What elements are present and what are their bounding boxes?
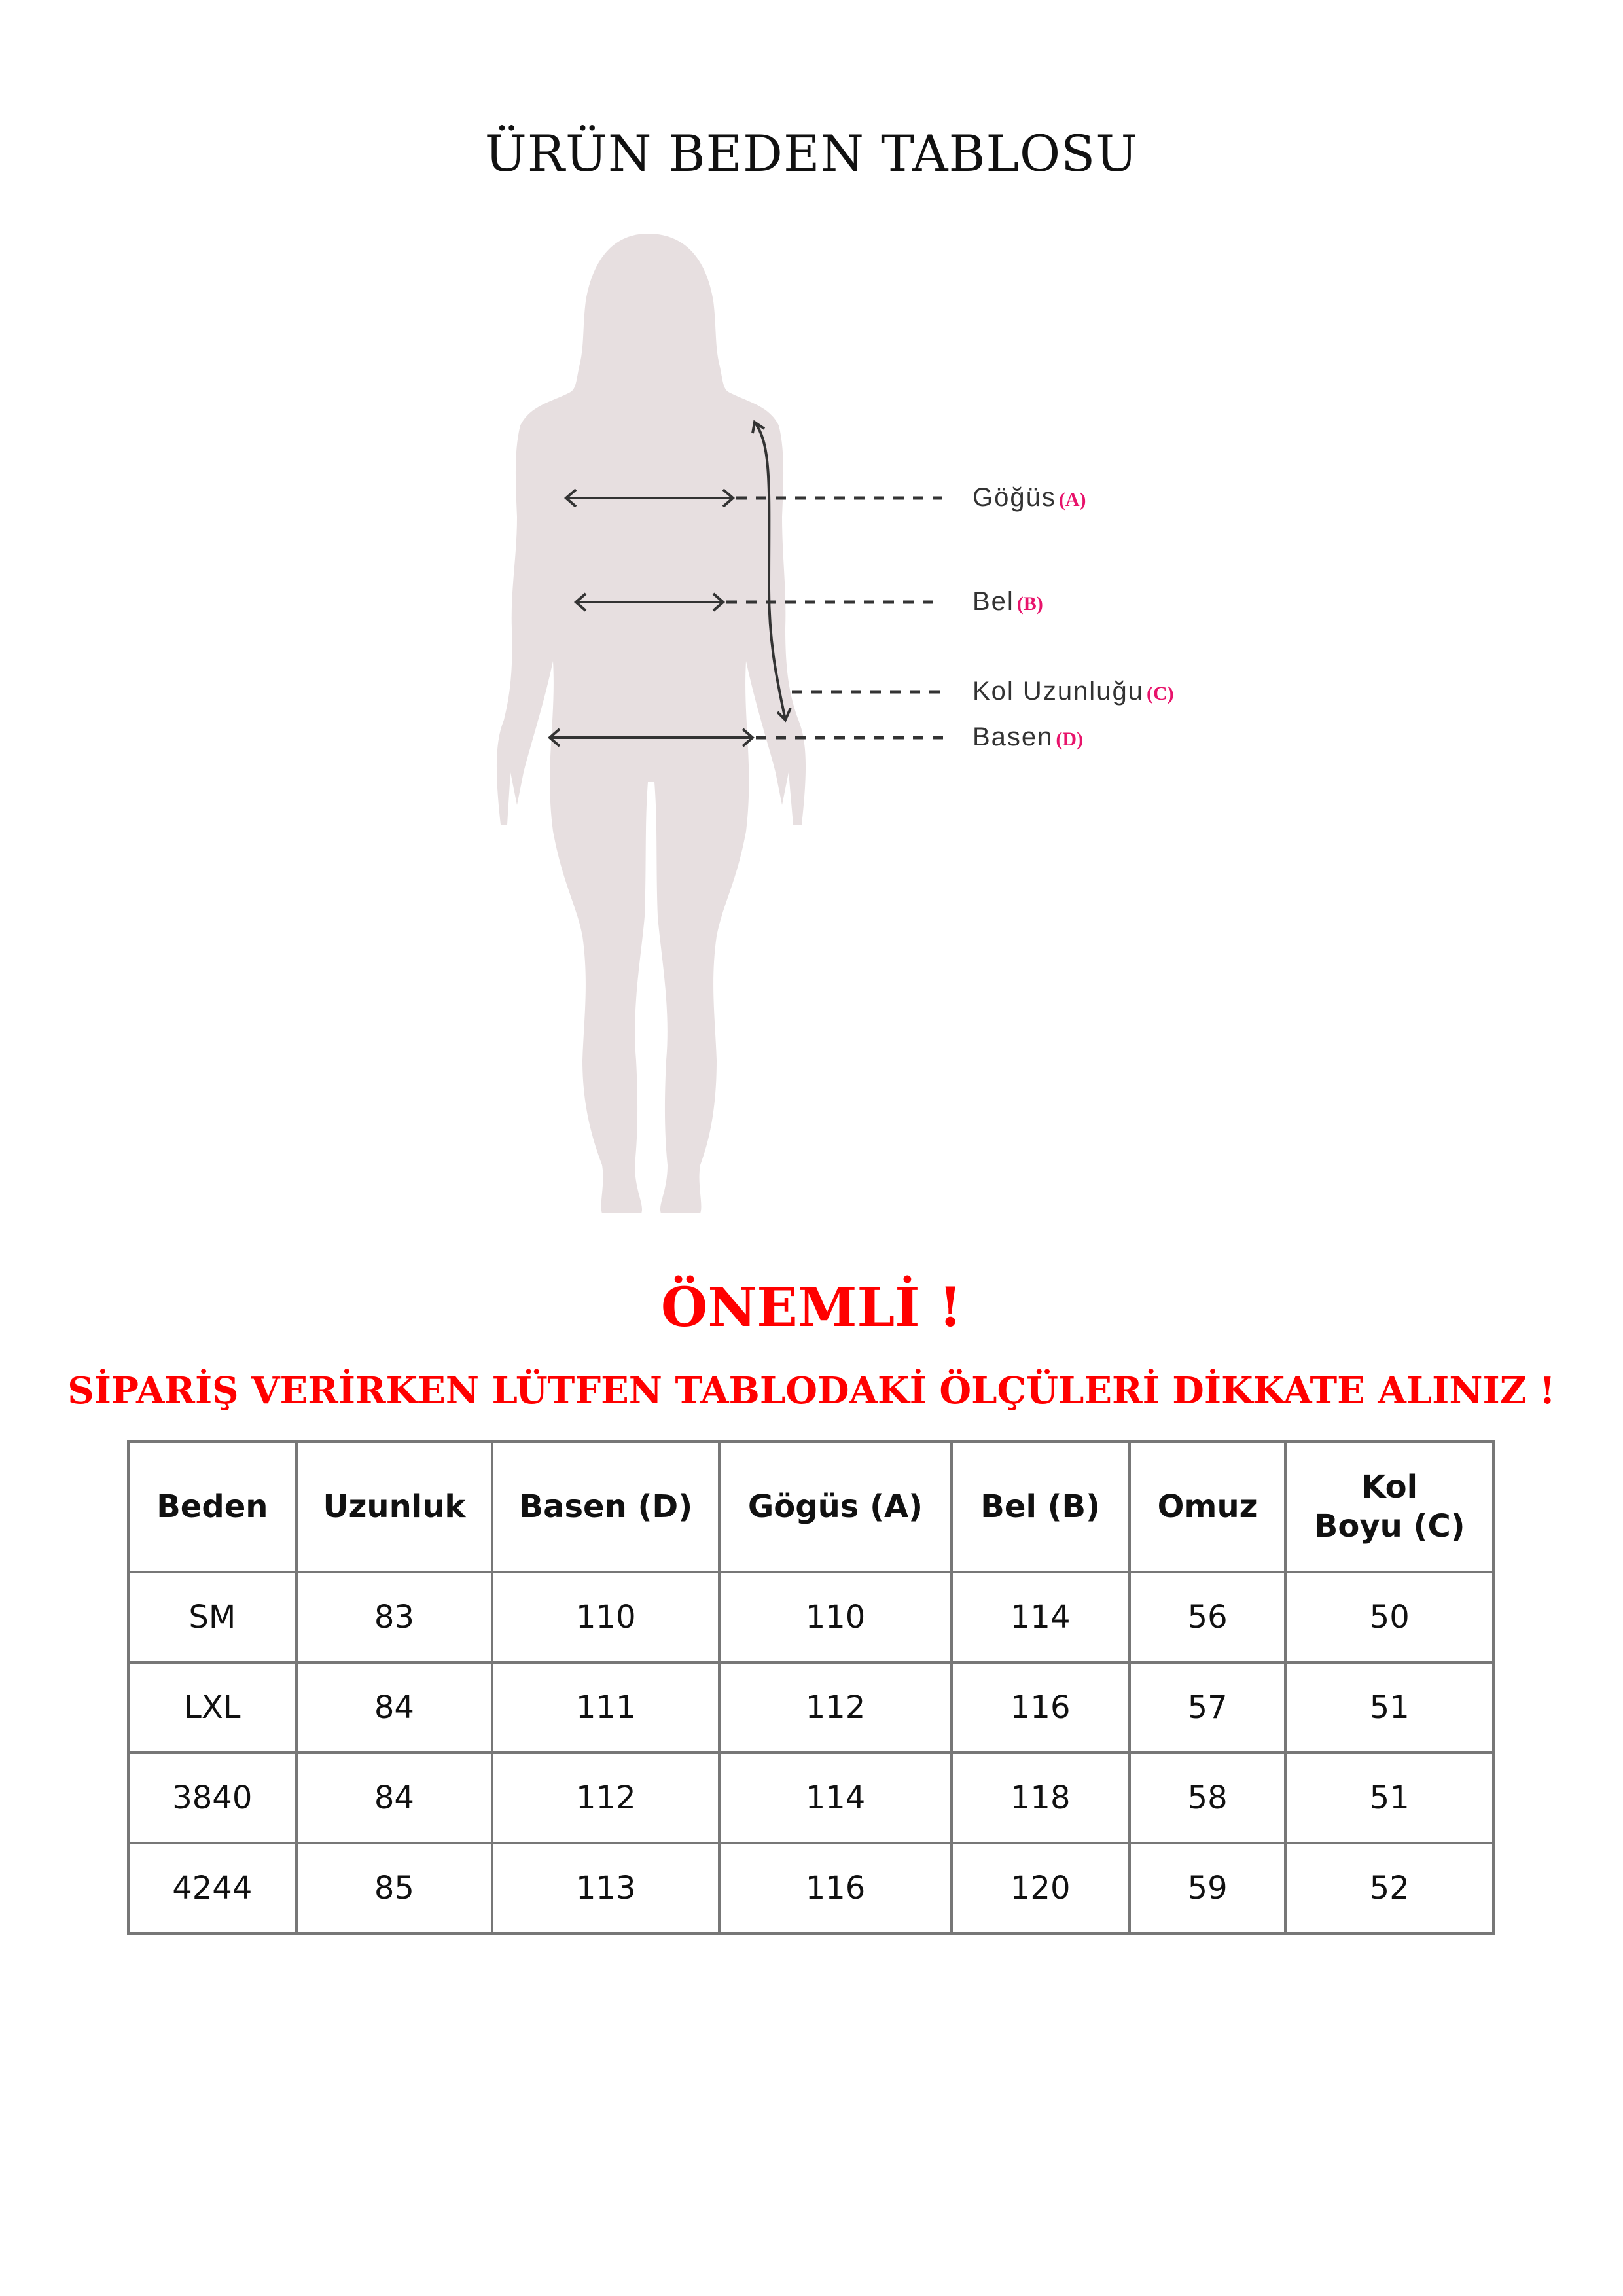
table-row: SM 83 110 110 114 56 50 (127, 1571, 1495, 1664)
table-cell: 112 (718, 1661, 953, 1754)
header-beden: Beden (127, 1440, 298, 1573)
page-title: ÜRÜN BEDEN TABLOSU (484, 124, 1139, 183)
table-cell: 112 (491, 1751, 721, 1844)
header-kol-boyu: Kol Boyu (C) (1284, 1440, 1495, 1573)
label-name: Kol Uzunluğu (972, 677, 1144, 706)
label-name: Göğüs (972, 483, 1056, 512)
table-cell: 111 (491, 1661, 721, 1754)
warning-text: SİPARİŞ VERİRKEN LÜTFEN TABLODAKİ ÖLÇÜLE… (67, 1369, 1556, 1412)
table-cell: 4244 (127, 1842, 298, 1935)
header-bel: Bel (B) (950, 1440, 1131, 1573)
label-bel: Bel (B) (972, 587, 1043, 617)
header-basen: Basen (D) (491, 1440, 721, 1573)
table-cell: 114 (950, 1571, 1131, 1664)
size-table: Beden Uzunluk Basen (D) Gögüs (A) Bel (B… (127, 1440, 1495, 1935)
table-row: 3840 84 112 114 118 58 51 (127, 1751, 1495, 1844)
table-cell: 85 (294, 1842, 494, 1935)
label-name: Bel (972, 587, 1014, 616)
table-cell: 58 (1128, 1751, 1287, 1844)
table-cell: 116 (718, 1842, 953, 1935)
table-cell: 84 (294, 1751, 494, 1844)
label-kol-uzunlugu: Kol Uzunluğu (C) (972, 677, 1174, 706)
table-header-row: Beden Uzunluk Basen (D) Gögüs (A) Bel (B… (127, 1440, 1495, 1573)
table-cell: LXL (127, 1661, 298, 1754)
table-cell: 50 (1284, 1571, 1495, 1664)
body-measurement-figure: Göğüs (A) Bel (B) Kol Uzunluğu (C) Basen (D) (496, 234, 1174, 1213)
table-cell: 51 (1284, 1661, 1495, 1754)
table-cell: 56 (1128, 1571, 1287, 1664)
label-code: (C) (1146, 683, 1174, 704)
table-cell: 120 (950, 1842, 1131, 1935)
woman-silhouette (496, 234, 806, 1213)
label-name: Basen (972, 723, 1054, 751)
table-cell: 59 (1128, 1842, 1287, 1935)
header-omuz: Omuz (1128, 1440, 1287, 1573)
table-cell: 52 (1284, 1842, 1495, 1935)
label-basen: Basen (D) (972, 723, 1083, 752)
table-cell: 57 (1128, 1661, 1287, 1754)
label-code: (B) (1016, 593, 1043, 615)
table-cell: 113 (491, 1842, 721, 1935)
table-row: 4244 85 113 116 120 59 52 (127, 1842, 1495, 1935)
label-gogus: Göğüs (A) (972, 483, 1086, 512)
silhouette-illustration (496, 234, 949, 1213)
label-code: (D) (1056, 728, 1084, 750)
table-cell: 110 (718, 1571, 953, 1664)
table-cell: SM (127, 1571, 298, 1664)
table-cell: 114 (718, 1751, 953, 1844)
table-cell: 84 (294, 1661, 494, 1754)
table-cell: 83 (294, 1571, 494, 1664)
table-cell: 118 (950, 1751, 1131, 1844)
table-cell: 3840 (127, 1751, 298, 1844)
table-cell: 51 (1284, 1751, 1495, 1844)
table-cell: 116 (950, 1661, 1131, 1754)
table-cell: 110 (491, 1571, 721, 1664)
important-heading: ÖNEMLİ ! (660, 1276, 963, 1339)
table-row: LXL 84 111 112 116 57 51 (127, 1661, 1495, 1754)
label-code: (A) (1058, 489, 1086, 511)
header-uzunluk: Uzunluk (294, 1440, 494, 1573)
header-gogus: Gögüs (A) (718, 1440, 953, 1573)
